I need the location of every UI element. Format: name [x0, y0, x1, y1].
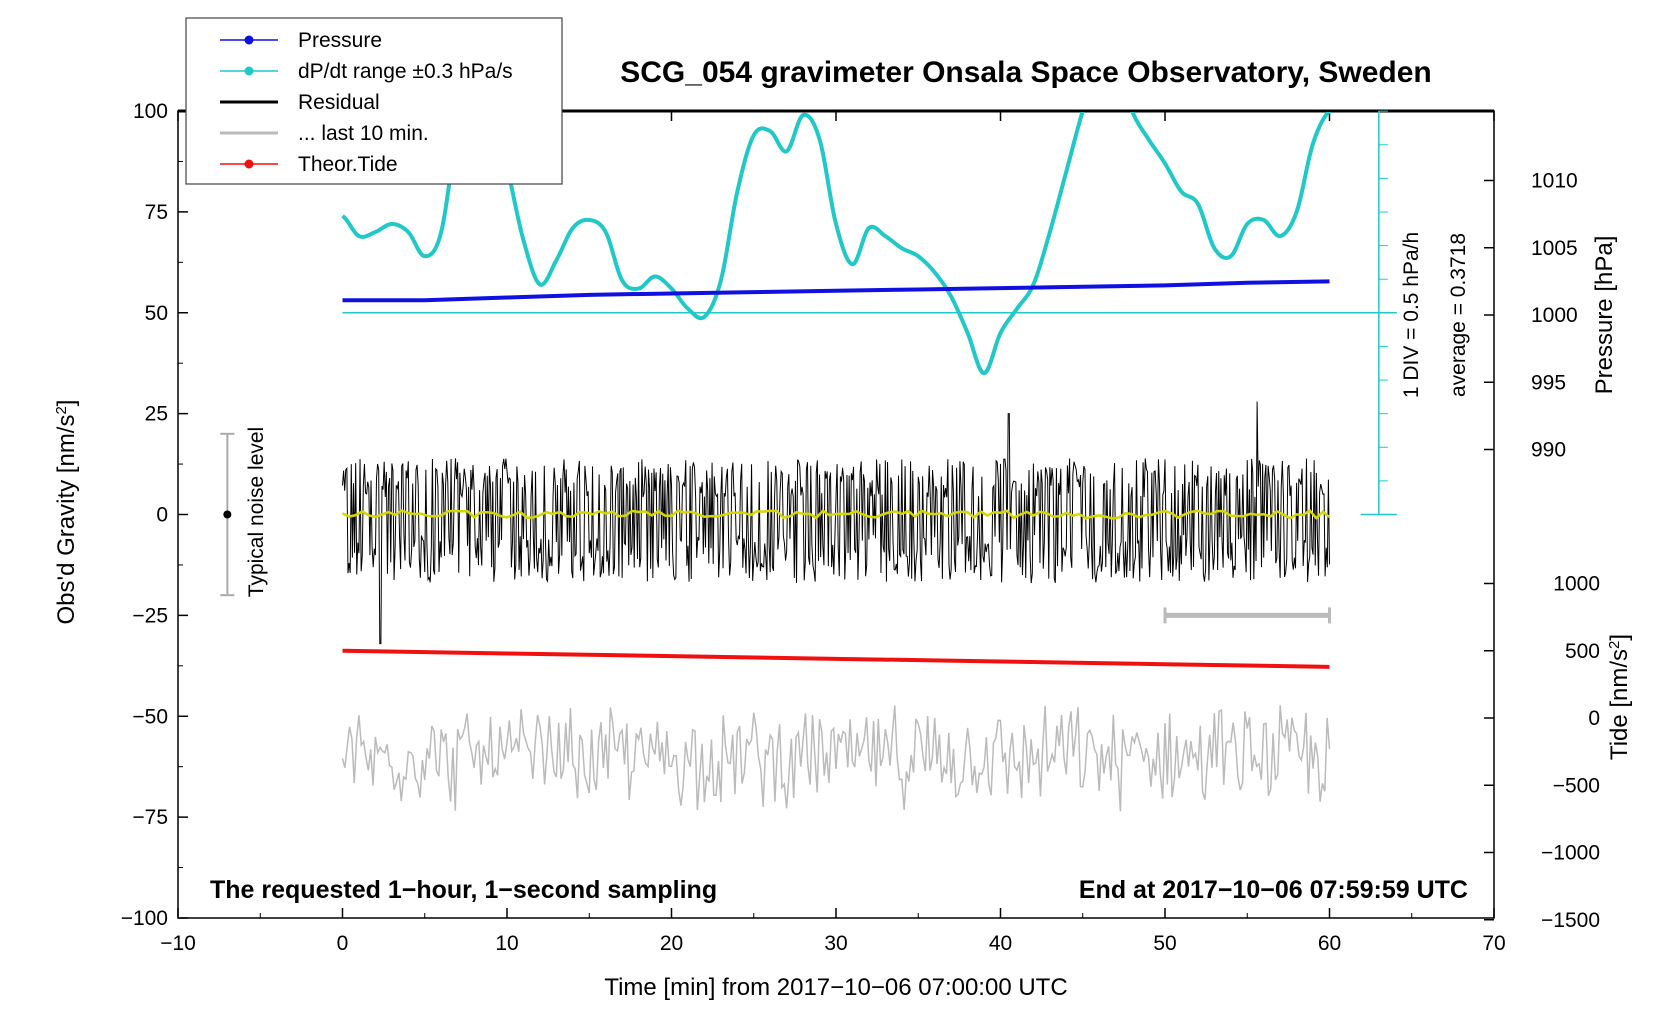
x-tick-label: 10 — [495, 932, 518, 955]
x-tick-label: 20 — [660, 932, 683, 955]
last-10-min-residual-line — [341, 705, 1331, 812]
tide-tick-label: 500 — [1565, 640, 1600, 663]
x-axis-ticks: −10 0 10 20 30 40 50 60 70 — [160, 111, 1506, 955]
x-tick-label: 60 — [1318, 932, 1341, 955]
y-left-axis-title: Obs'd Gravity [nm/s2] — [53, 400, 81, 625]
noise-level-label: Typical noise level — [245, 427, 268, 597]
pressure-tick-label: 995 — [1531, 371, 1566, 394]
pressure-tick-label: 990 — [1531, 439, 1566, 462]
legend-label: Residual — [298, 91, 380, 114]
y-left-tick-label: 100 — [133, 100, 168, 123]
y-left-tick-label: −75 — [132, 806, 168, 829]
x-tick-label: 30 — [824, 932, 847, 955]
y-left-tick-label: 75 — [145, 201, 168, 224]
y-left-tick-label: −100 — [121, 907, 168, 930]
x-tick-label: 70 — [1482, 932, 1505, 955]
tide-axis-title: Tide [nm/s2] — [1606, 634, 1634, 760]
x-tick-label: −10 — [160, 932, 196, 955]
x-tick-label: 50 — [1153, 932, 1176, 955]
x-axis-title: Time [min] from 2017−10−06 07:00:00 UTC — [604, 974, 1067, 1001]
pressure-series-line — [342, 279, 1330, 303]
y-left-tick-label: 25 — [145, 403, 168, 426]
tide-tick-label: −1000 — [1541, 842, 1600, 865]
legend-swatch-marker — [244, 35, 254, 45]
typical-noise-bar — [220, 432, 235, 597]
x-tick-label: 40 — [989, 932, 1012, 955]
legend-label: Theor.Tide — [298, 153, 398, 176]
footnote-right: End at 2017−10−06 07:59:59 UTC — [1079, 876, 1468, 904]
legend-label: ... last 10 min. — [298, 122, 429, 145]
legend-swatch-marker — [244, 159, 254, 169]
tide-tick-label: −1500 — [1541, 909, 1600, 932]
y-left-tick-label: 0 — [156, 504, 168, 527]
residual-series-line — [342, 401, 1330, 645]
dpdt-scale-label: 1 DIV = 0.5 hPa/h — [1400, 232, 1423, 398]
x-tick-label: 0 — [337, 932, 349, 955]
y-left-tick-label: 50 — [145, 302, 168, 325]
pressure-tick-label: 1005 — [1531, 237, 1578, 260]
theoretical-tide-line — [342, 648, 1330, 669]
y-left-tick-label: −50 — [132, 705, 168, 728]
tide-tick-label: −500 — [1553, 774, 1600, 797]
legend-label: Pressure — [298, 29, 382, 52]
legend-label: dP/dt range ±0.3 hPa/s — [298, 60, 513, 83]
legend: Pressure dP/dt range ±0.3 hPa/s Residual..… — [185, 17, 563, 185]
tide-tick-label: 1000 — [1553, 573, 1600, 596]
chart-title: SCG_054 gravimeter Onsala Space Observat… — [620, 56, 1432, 89]
pressure-axis-title: Pressure [hPa] — [1591, 236, 1618, 395]
pressure-tick-label: 1000 — [1531, 304, 1578, 327]
pressure-tick-label: 1010 — [1531, 170, 1578, 193]
y-left-axis-ticks: −100 −75 −50 −25 0 25 50 75 100 — [121, 100, 188, 930]
legend-items: Pressure dP/dt range ±0.3 hPa/s Residual..… — [220, 29, 513, 176]
noise-bar-center-dot — [223, 510, 232, 519]
pressure-axis-ticks: 990 995 1000 1005 1010 — [1484, 170, 1578, 462]
residual-mean-line — [341, 508, 1331, 521]
tide-axis-ticks: −1500 −1000 −500 0 500 1000 — [1484, 573, 1600, 932]
legend-swatch-marker — [244, 66, 254, 76]
footnote-left: The requested 1−hour, 1−second sampling — [210, 876, 717, 904]
y-left-tick-label: −25 — [132, 604, 168, 627]
last-10-min-bracket — [1163, 607, 1331, 624]
tide-tick-label: 0 — [1588, 707, 1600, 730]
dpdt-average-label: average = 0.3718 — [1447, 233, 1470, 397]
